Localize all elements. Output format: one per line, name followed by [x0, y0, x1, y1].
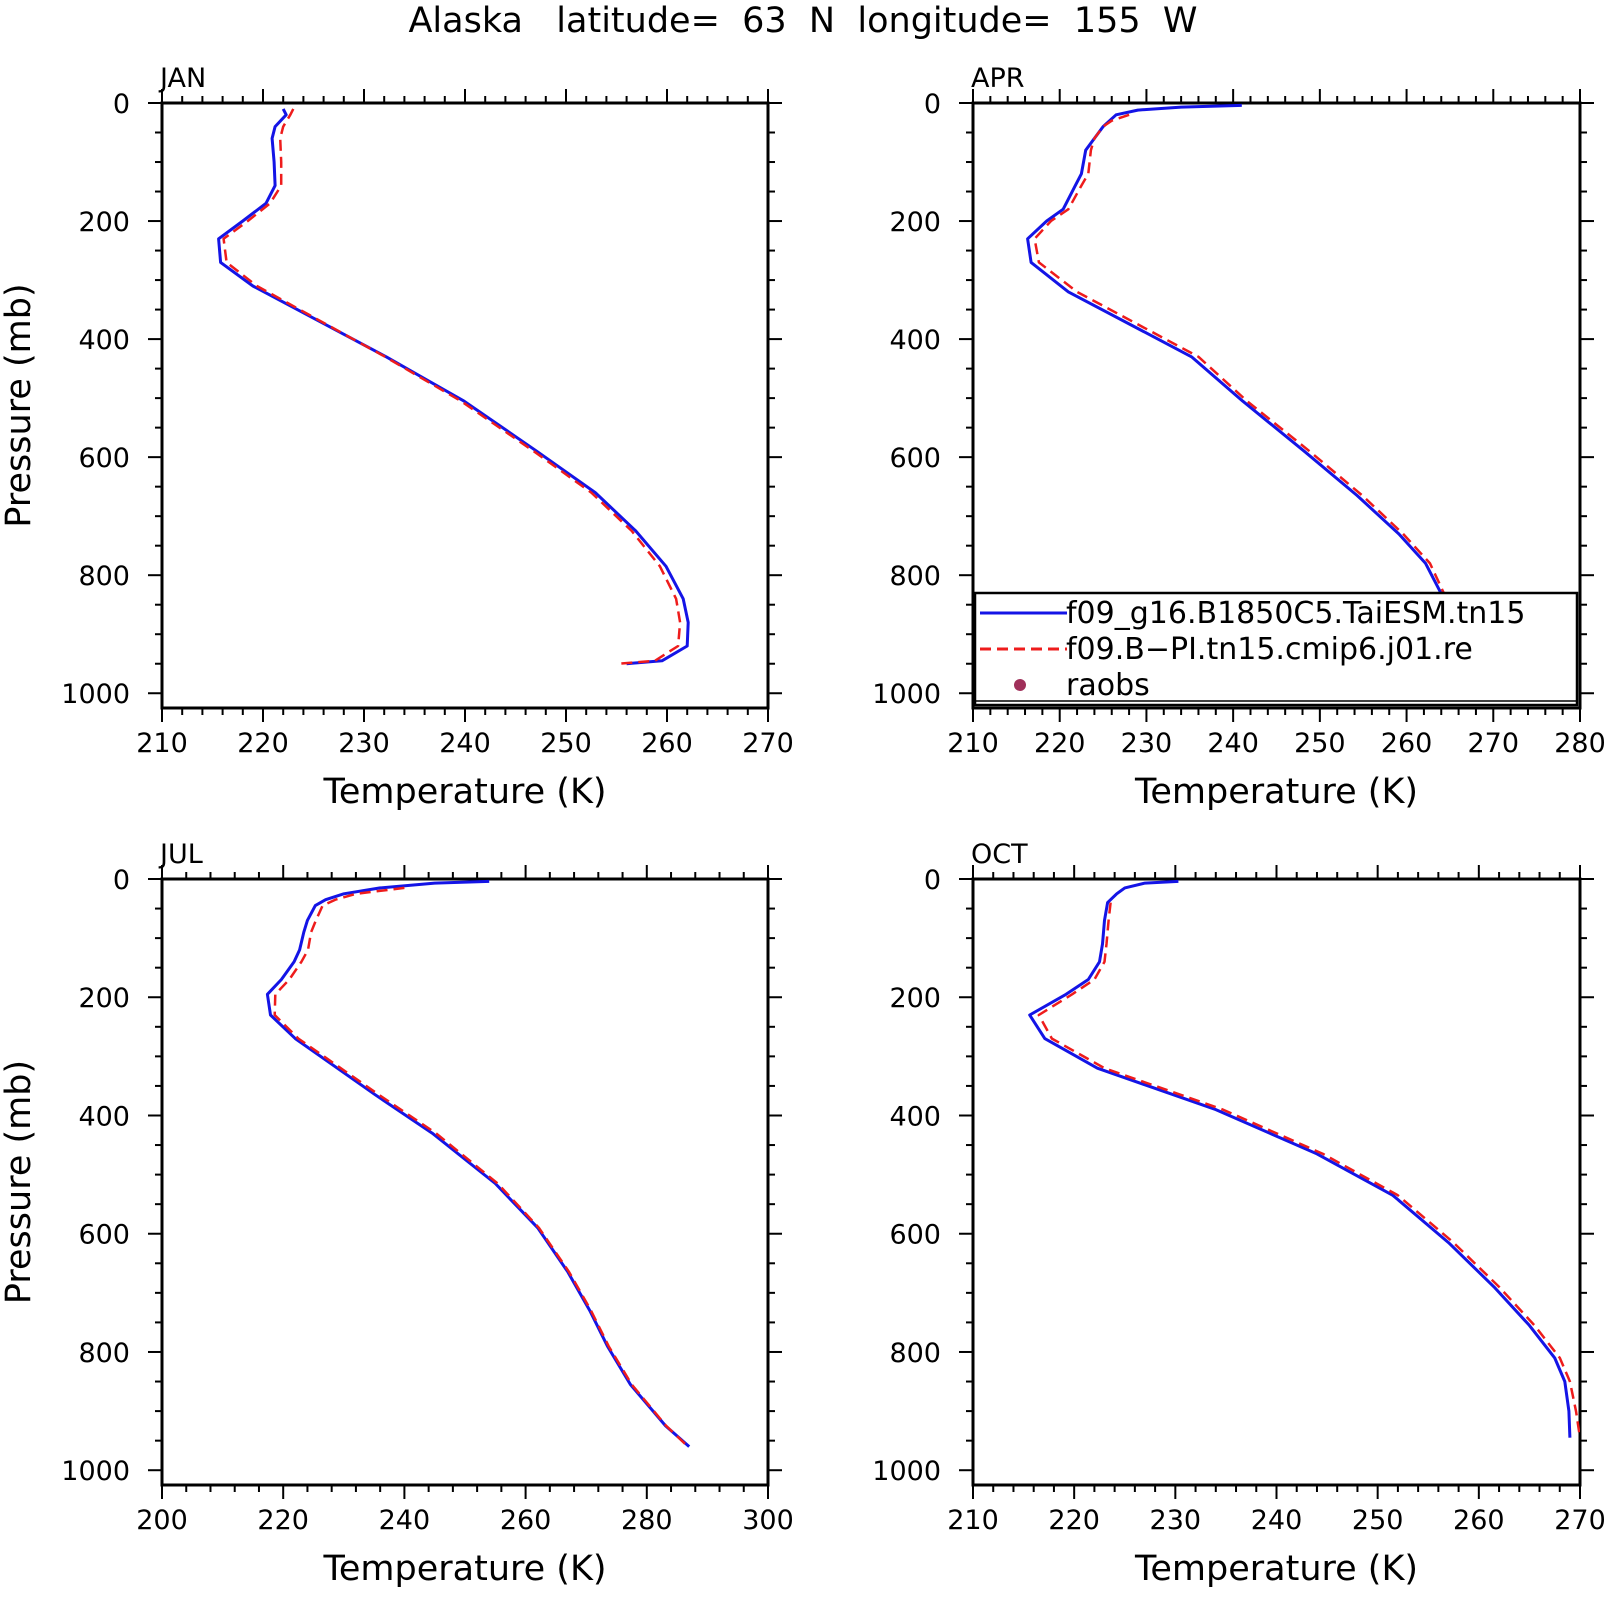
plot-frame: [971, 101, 1582, 710]
y-tick-label: 600: [78, 1220, 130, 1251]
x-tick-label: 270: [742, 728, 794, 759]
legend: f09_g16.B1850C5.TaiESM.tn15f09.B−PI.tn15…: [973, 591, 1579, 707]
series-line-taiesm: [1028, 879, 1572, 1438]
x-tick-label: 210: [947, 728, 999, 759]
y-tick-label: 800: [889, 561, 941, 592]
x-tick-label: 280: [1554, 728, 1606, 759]
x-tick-label: 240: [1207, 728, 1259, 759]
panel-label: APR: [971, 63, 1025, 94]
x-tick-label: 240: [439, 728, 491, 759]
y-tick-label: 600: [889, 443, 941, 474]
x-tick-label: 260: [500, 1505, 552, 1536]
series-line-pi: [1037, 902, 1580, 1438]
y-axis-title: Pressure (mb): [0, 1060, 39, 1304]
x-tick-label: 260: [1381, 728, 1433, 759]
x-tick-label: 270: [1554, 1505, 1606, 1536]
x-tick-label: 210: [947, 1505, 999, 1536]
legend-label: f09_g16.B1850C5.TaiESM.tn15: [1066, 596, 1525, 631]
y-tick-label: 0: [113, 89, 130, 120]
y-tick-label: 800: [889, 1338, 941, 1369]
y-tick-label: 0: [113, 865, 130, 896]
x-tick-label: 220: [257, 1505, 309, 1536]
x-axis-title: Temperature (K): [1134, 772, 1418, 812]
panel-label: JUL: [158, 839, 203, 870]
y-tick-label: 0: [924, 89, 941, 120]
series-line-taiesm: [265, 879, 691, 1448]
x-tick-label: 200: [136, 1505, 188, 1536]
x-tick-label: 250: [1352, 1505, 1404, 1536]
y-tick-label: 800: [78, 1338, 130, 1369]
x-tick-label: 250: [1294, 728, 1346, 759]
y-tick-label: 200: [889, 207, 941, 238]
y-axis-title: Pressure (mb): [0, 283, 39, 527]
legend-label: raobs: [1066, 668, 1150, 703]
y-tick-label: 600: [78, 443, 130, 474]
y-tick-label: 1000: [872, 1456, 941, 1487]
panel-label: JAN: [158, 63, 206, 94]
y-tick-label: 200: [889, 983, 941, 1014]
y-tick-label: 400: [78, 1101, 130, 1132]
x-tick-label: 270: [1468, 728, 1520, 759]
y-tick-label: 0: [924, 865, 941, 896]
series-line-taiesm: [217, 108, 690, 666]
y-tick-label: 400: [889, 325, 941, 356]
panel-jul: 200 220 240 260 280 300 0 200 400 600 800 1000 JUL Te…: [0, 839, 794, 1589]
x-tick-label: 220: [237, 728, 289, 759]
plot-frame: [971, 877, 1582, 1487]
x-tick-label: 260: [641, 728, 693, 759]
legend-marker-dot: [1014, 679, 1026, 691]
panel-jan: 210 220 230 240 250 260 270 0 200 400 600 800 1000 JA…: [0, 63, 794, 812]
figure-title: Alaska latitude= 63 N longitude= 155 W: [408, 1, 1197, 41]
x-tick-label: 250: [540, 728, 592, 759]
x-tick-label: 260: [1453, 1505, 1505, 1536]
x-tick-label: 220: [1048, 1505, 1100, 1536]
y-tick-label: 1000: [61, 1456, 130, 1487]
x-tick-label: 280: [621, 1505, 673, 1536]
y-tick-label: 400: [78, 325, 130, 356]
x-axis-title: Temperature (K): [322, 772, 606, 812]
x-tick-label: 240: [379, 1505, 431, 1536]
plot-frame: [160, 101, 770, 710]
panel-oct: 210 220 230 240 250 260 270 0 200 400 600 800 1000 OC…: [872, 839, 1605, 1589]
legend-label: f09.B−PI.tn15.cmip6.j01.re: [1066, 632, 1473, 667]
x-tick-label: 230: [1121, 728, 1173, 759]
y-tick-label: 800: [78, 561, 130, 592]
x-tick-label: 230: [1150, 1505, 1202, 1536]
y-tick-label: 1000: [61, 679, 130, 710]
legend-box: [973, 591, 1579, 707]
plot-frame: [160, 877, 770, 1487]
x-tick-label: 220: [1034, 728, 1086, 759]
y-tick-label: 1000: [872, 679, 941, 710]
series-line-pi: [1033, 113, 1448, 600]
series-line-taiesm: [1026, 103, 1495, 668]
y-tick-label: 200: [78, 207, 130, 238]
panel-label: OCT: [971, 839, 1028, 870]
y-tick-label: 400: [889, 1101, 941, 1132]
x-tick-label: 230: [338, 728, 390, 759]
panel-apr: 210 220 230 240 250 260 270 280 0 200 400 600 800 100…: [872, 63, 1605, 812]
y-tick-label: 200: [78, 983, 130, 1014]
y-tick-label: 600: [889, 1220, 941, 1251]
x-tick-label: 210: [136, 728, 188, 759]
x-axis-title: Temperature (K): [1134, 1549, 1418, 1589]
x-axis-title: Temperature (K): [322, 1549, 606, 1589]
x-tick-label: 300: [742, 1505, 794, 1536]
series-line-pi: [222, 108, 682, 665]
x-tick-label: 240: [1251, 1505, 1303, 1536]
series-line-pi: [273, 886, 689, 1448]
